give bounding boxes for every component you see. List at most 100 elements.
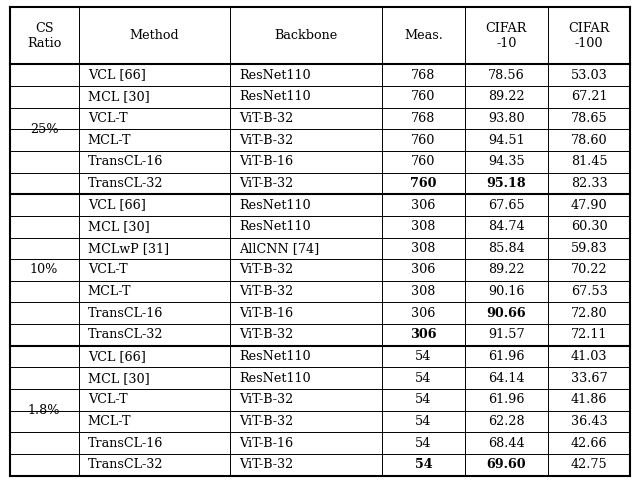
Text: ViT-B-32: ViT-B-32	[239, 133, 294, 146]
Text: ResNet110: ResNet110	[239, 350, 311, 363]
Text: CS
Ratio: CS Ratio	[27, 22, 61, 50]
Text: ResNet110: ResNet110	[239, 372, 311, 385]
Text: 69.60: 69.60	[486, 458, 526, 471]
Text: ViT-B-16: ViT-B-16	[239, 155, 294, 168]
Text: 306: 306	[410, 328, 436, 341]
Text: 72.80: 72.80	[571, 307, 607, 320]
Text: 78.65: 78.65	[571, 112, 607, 125]
Text: 84.74: 84.74	[488, 220, 525, 233]
Text: 93.80: 93.80	[488, 112, 525, 125]
Text: MCL-T: MCL-T	[88, 415, 131, 428]
Text: ViT-B-32: ViT-B-32	[239, 415, 294, 428]
Text: 33.67: 33.67	[571, 372, 607, 385]
Text: 36.43: 36.43	[571, 415, 607, 428]
Text: ViT-B-32: ViT-B-32	[239, 177, 294, 190]
Text: ViT-B-16: ViT-B-16	[239, 307, 294, 320]
Text: 768: 768	[412, 112, 436, 125]
Text: ViT-B-16: ViT-B-16	[239, 437, 294, 450]
Text: 54: 54	[415, 350, 431, 363]
Text: TransCL-16: TransCL-16	[88, 155, 163, 168]
Text: CIFAR
-100: CIFAR -100	[568, 22, 610, 50]
Text: 82.33: 82.33	[571, 177, 607, 190]
Text: 61.96: 61.96	[488, 394, 525, 407]
Text: 61.96: 61.96	[488, 350, 525, 363]
Text: 306: 306	[412, 307, 436, 320]
Text: 308: 308	[412, 220, 436, 233]
Text: 85.84: 85.84	[488, 242, 525, 255]
Text: 94.51: 94.51	[488, 133, 525, 146]
Text: ViT-B-32: ViT-B-32	[239, 394, 294, 407]
Text: MCL-T: MCL-T	[88, 133, 131, 146]
Text: 25%: 25%	[30, 123, 58, 136]
Text: 67.53: 67.53	[571, 285, 607, 298]
Text: 91.57: 91.57	[488, 328, 525, 341]
Text: 308: 308	[412, 242, 436, 255]
Text: 760: 760	[412, 133, 436, 146]
Text: VCL [66]: VCL [66]	[88, 199, 145, 212]
Text: 81.45: 81.45	[571, 155, 607, 168]
Text: ResNet110: ResNet110	[239, 220, 311, 233]
Text: TransCL-16: TransCL-16	[88, 437, 163, 450]
Text: VCL [66]: VCL [66]	[88, 69, 145, 82]
Text: VCL-T: VCL-T	[88, 394, 127, 407]
Text: 59.83: 59.83	[571, 242, 607, 255]
Text: 60.30: 60.30	[571, 220, 607, 233]
Text: 54: 54	[415, 415, 431, 428]
Text: 89.22: 89.22	[488, 264, 525, 276]
Text: ResNet110: ResNet110	[239, 199, 311, 212]
Text: MCL [30]: MCL [30]	[88, 220, 149, 233]
Text: ViT-B-32: ViT-B-32	[239, 264, 294, 276]
Text: 1.8%: 1.8%	[28, 404, 60, 417]
Text: 760: 760	[412, 155, 436, 168]
Text: 67.21: 67.21	[571, 90, 607, 103]
Text: 62.28: 62.28	[488, 415, 525, 428]
Text: ResNet110: ResNet110	[239, 69, 311, 82]
Text: VCL-T: VCL-T	[88, 112, 127, 125]
Text: 72.11: 72.11	[571, 328, 607, 341]
Text: VCL-T: VCL-T	[88, 264, 127, 276]
Text: TransCL-16: TransCL-16	[88, 307, 163, 320]
Text: 68.44: 68.44	[488, 437, 525, 450]
Text: 42.66: 42.66	[571, 437, 607, 450]
Text: 54: 54	[415, 394, 431, 407]
Text: 53.03: 53.03	[571, 69, 607, 82]
Text: TransCL-32: TransCL-32	[88, 458, 163, 471]
Text: Backbone: Backbone	[275, 29, 338, 42]
Text: 47.90: 47.90	[571, 199, 607, 212]
Text: MCL [30]: MCL [30]	[88, 90, 149, 103]
Text: 306: 306	[412, 264, 436, 276]
Text: 78.60: 78.60	[571, 133, 607, 146]
Text: 41.86: 41.86	[571, 394, 607, 407]
Text: 94.35: 94.35	[488, 155, 525, 168]
Text: 90.66: 90.66	[486, 307, 526, 320]
Text: 760: 760	[412, 90, 436, 103]
Text: 308: 308	[412, 285, 436, 298]
Text: 90.16: 90.16	[488, 285, 525, 298]
Text: ResNet110: ResNet110	[239, 90, 311, 103]
Text: ViT-B-32: ViT-B-32	[239, 112, 294, 125]
Text: 42.75: 42.75	[571, 458, 607, 471]
Text: 768: 768	[412, 69, 436, 82]
Text: 760: 760	[410, 177, 436, 190]
Text: 10%: 10%	[30, 264, 58, 276]
Text: VCL [66]: VCL [66]	[88, 350, 145, 363]
Text: Meas.: Meas.	[404, 29, 443, 42]
Text: Method: Method	[130, 29, 179, 42]
Text: 306: 306	[412, 199, 436, 212]
Text: 70.22: 70.22	[571, 264, 607, 276]
Text: 64.14: 64.14	[488, 372, 525, 385]
Text: AllCNN [74]: AllCNN [74]	[239, 242, 320, 255]
Text: 54: 54	[415, 372, 431, 385]
Text: CIFAR
-10: CIFAR -10	[486, 22, 527, 50]
Text: MCL-T: MCL-T	[88, 285, 131, 298]
Text: TransCL-32: TransCL-32	[88, 328, 163, 341]
Text: ViT-B-32: ViT-B-32	[239, 285, 294, 298]
Text: 95.18: 95.18	[486, 177, 526, 190]
Text: 78.56: 78.56	[488, 69, 525, 82]
Text: 41.03: 41.03	[571, 350, 607, 363]
Text: MCL [30]: MCL [30]	[88, 372, 149, 385]
Text: MCLwP [31]: MCLwP [31]	[88, 242, 169, 255]
Text: ViT-B-32: ViT-B-32	[239, 328, 294, 341]
Text: ViT-B-32: ViT-B-32	[239, 458, 294, 471]
Text: TransCL-32: TransCL-32	[88, 177, 163, 190]
